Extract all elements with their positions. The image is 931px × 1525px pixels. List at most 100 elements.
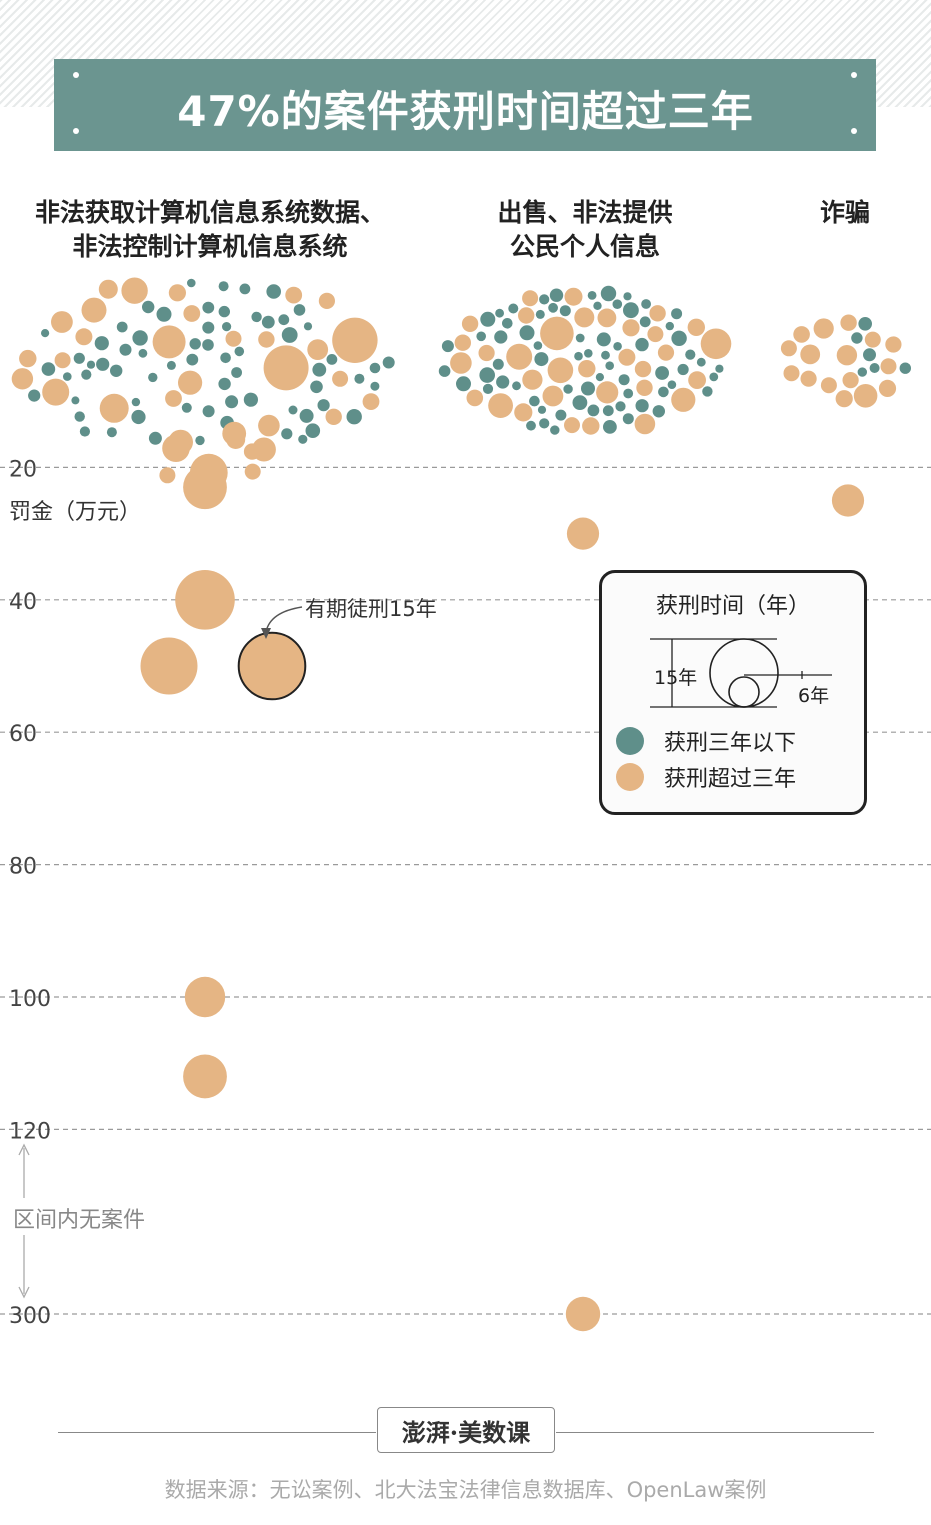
- case-bubble: [116, 321, 128, 333]
- case-bubble: [258, 331, 275, 348]
- case-bubble: [131, 397, 141, 407]
- case-bubble: [98, 279, 118, 299]
- case-bubble: [494, 330, 508, 344]
- case-bubble: [702, 386, 713, 397]
- case-bubble: [332, 317, 378, 363]
- case-bubble: [96, 357, 110, 371]
- case-bubble: [142, 300, 155, 314]
- case-bubble: [780, 340, 797, 357]
- case-bubble: [602, 405, 614, 417]
- case-bubble: [658, 386, 669, 398]
- case-bubble: [305, 423, 321, 439]
- case-bubble: [639, 316, 651, 328]
- case-bubble: [281, 327, 298, 343]
- case-bubble: [183, 1054, 227, 1099]
- case-bubble: [502, 318, 513, 329]
- case-bubble: [563, 384, 573, 394]
- case-bubble: [362, 393, 380, 410]
- case-bubble: [189, 338, 201, 350]
- case-bubble: [647, 326, 664, 343]
- case-bubble: [495, 308, 504, 318]
- case-bubble: [519, 325, 535, 341]
- case-bubble: [479, 367, 496, 383]
- category-line: 公民个人信息: [509, 232, 660, 261]
- case-bubble: [634, 360, 652, 378]
- case-bubble: [655, 366, 669, 380]
- case-bubble: [86, 360, 96, 369]
- case-bubble: [51, 311, 73, 333]
- case-bubble: [183, 305, 201, 322]
- legend-item-over3: 获刑超过三年: [616, 762, 796, 792]
- case-bubble: [382, 356, 395, 369]
- case-bubble: [54, 352, 71, 369]
- case-bubble: [332, 370, 349, 387]
- case-bubble: [496, 375, 510, 389]
- corner-dot: [73, 128, 79, 134]
- case-bubble: [634, 413, 656, 435]
- case-bubble: [71, 396, 80, 405]
- case-bubble: [239, 283, 251, 295]
- case-bubble: [793, 326, 810, 343]
- annotation-label: 有期徒刑15年: [305, 597, 437, 621]
- case-bubble: [131, 409, 146, 425]
- case-bubble: [688, 371, 706, 389]
- case-bubble: [836, 345, 858, 366]
- case-bubble: [539, 418, 550, 429]
- case-bubble: [218, 281, 229, 292]
- case-bubble: [307, 339, 329, 360]
- legend-swatch-orange: [616, 763, 644, 791]
- case-bubble: [641, 299, 651, 309]
- case-bubble: [800, 370, 817, 387]
- case-bubble: [41, 329, 50, 338]
- case-bubble: [110, 364, 123, 377]
- legend: 获刑时间（年） 15年 6年 获刑三年以下 获刑超过三年: [599, 570, 867, 815]
- case-bubble: [243, 443, 261, 460]
- case-bubble: [99, 393, 129, 423]
- case-bubble: [234, 346, 245, 357]
- case-bubble: [73, 352, 85, 364]
- case-bubble: [635, 337, 649, 352]
- case-bubble: [244, 463, 261, 480]
- case-bubble: [293, 304, 306, 316]
- category-line: 非法获取计算机信息系统数据、: [34, 198, 385, 227]
- case-bubble: [559, 305, 571, 317]
- case-bubble: [665, 321, 674, 331]
- case-bubble: [74, 411, 85, 422]
- category-label-computer: 非法获取计算机信息系统数据、 非法控制计算机信息系统: [10, 196, 410, 264]
- case-bubble: [831, 484, 865, 517]
- case-bubble: [225, 330, 242, 347]
- case-bubble: [564, 287, 583, 306]
- case-bubble: [325, 408, 342, 425]
- case-bubble: [218, 377, 231, 391]
- case-bubble: [596, 332, 611, 347]
- case-bubble: [840, 314, 857, 331]
- category-line: 非法控制计算机信息系统: [72, 232, 348, 261]
- case-bubble: [671, 387, 696, 412]
- case-bubble: [152, 325, 186, 359]
- case-bubble: [508, 303, 519, 314]
- case-bubble: [148, 372, 158, 383]
- case-bubble: [657, 344, 675, 361]
- case-bubble: [540, 316, 574, 351]
- case-bubble: [476, 331, 487, 342]
- case-bubble: [162, 434, 190, 463]
- case-bubble: [278, 314, 290, 326]
- case-bubble: [11, 368, 34, 390]
- case-bubble: [195, 435, 205, 446]
- highlighted-case-bubble: [237, 631, 307, 701]
- case-bubble: [864, 331, 881, 348]
- case-bubble: [593, 301, 602, 310]
- case-bubble: [346, 409, 362, 425]
- case-bubble: [243, 392, 258, 407]
- case-bubble: [671, 308, 683, 320]
- case-bubble: [42, 378, 70, 406]
- case-bubble: [572, 395, 588, 410]
- case-bubble: [542, 385, 564, 407]
- case-bubble: [800, 344, 821, 365]
- case-bubble: [181, 402, 192, 413]
- case-bubble: [119, 343, 132, 356]
- category-line: 出售、非法提供: [497, 198, 673, 227]
- case-bubble: [121, 277, 148, 304]
- case-bubble: [317, 399, 330, 412]
- case-bubble: [63, 372, 72, 381]
